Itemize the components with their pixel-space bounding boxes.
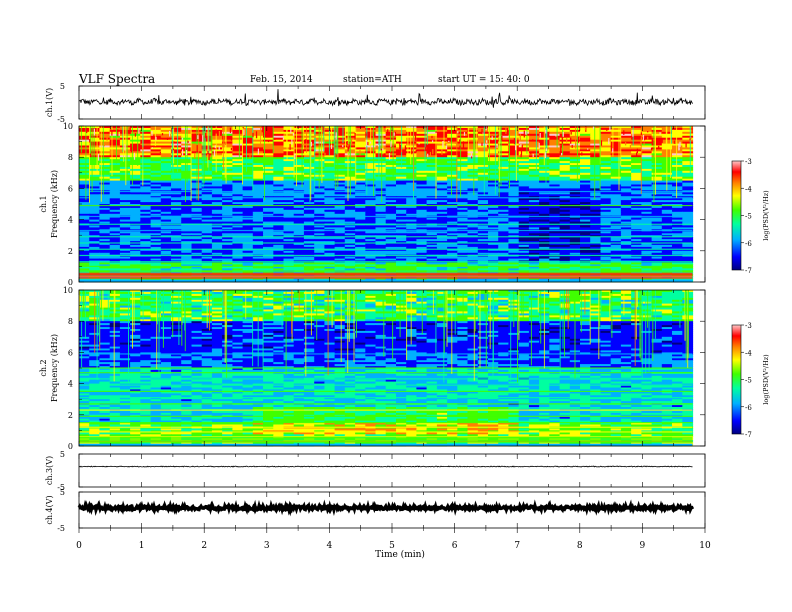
ch1-spectrogram-ytick: 0 <box>68 278 73 287</box>
time-tick-label: 9 <box>640 541 646 551</box>
ch1-spectrogram-colorbar-tick: -3 <box>745 158 752 166</box>
ch2-spectrogram-colorbar-tick: -7 <box>745 431 752 439</box>
ch4-waveform-trace <box>77 499 695 517</box>
ch1-waveform-ylabel: ch.1(V) <box>45 88 54 117</box>
ch1-spectrogram-ytick: 4 <box>68 216 73 225</box>
ch2-spectrogram-ytick: 2 <box>68 411 73 420</box>
ch2-spectrogram-ylabel: Frequency (kHz) <box>50 334 59 402</box>
ch4-waveform: 5 -5ch.4(V) <box>45 488 706 533</box>
ch3-waveform-ytick: 5 <box>60 450 65 459</box>
time-tick-label: 4 <box>327 541 333 551</box>
ch3-waveform: 5 -5ch.3(V) <box>45 450 706 492</box>
station-label: station=ATH <box>343 75 402 85</box>
time-tick-label: 7 <box>514 541 520 551</box>
ch1-spectrogram-colorbar-label: log(PSD(V²/Hz) <box>762 190 770 241</box>
ch1-spectrogram-ytick: 8 <box>68 153 73 162</box>
ch1-spectrogram-ytick: 6 <box>68 184 73 193</box>
ch1-spectrogram-ytick: 10 <box>63 122 73 131</box>
time-tick-label: 2 <box>201 541 207 551</box>
ch2-spectrogram-colorbar-scale <box>731 324 742 435</box>
ch1-waveform: 5 -5ch.1(V) <box>45 82 706 124</box>
time-tick-label: 10 <box>699 541 711 551</box>
ch2-spectrogram-ytick: 8 <box>68 317 73 326</box>
time-axis-label: Time (min) <box>375 549 425 560</box>
ch2-spectrogram-ytick: 4 <box>68 380 73 389</box>
time-tick-label: 5 <box>389 541 395 551</box>
ch1-spectrogram-colorbar: -3 -4 -5 -6 -7 log(PSD(V²/Hz) <box>731 158 770 275</box>
ch4-waveform-ytick: 5 <box>60 488 65 497</box>
figure-title: VLF Spectra <box>78 72 155 86</box>
ch1-spectrogram-colorbar-tick: -5 <box>745 213 752 221</box>
ch3-waveform-trace <box>78 465 693 468</box>
ch2-spectrogram-ytick: 0 <box>68 442 73 451</box>
time-tick-label: 8 <box>577 541 583 551</box>
ch2-spectrogram-colorbar-tick: -6 <box>745 404 752 412</box>
ch1-waveform-ytick: -5 <box>57 115 65 124</box>
start-ut-label: start UT = 15: 40: 0 <box>438 75 530 85</box>
time-tick-label: 3 <box>264 541 270 551</box>
ch2-spectrogram-channel-label: ch.2 <box>39 359 48 376</box>
ch2-spectrogram-ytick: 6 <box>68 348 73 357</box>
ch2-spectrogram-colorbar-label: log(PSD(V²/Hz) <box>762 354 770 405</box>
ch1-spectrogram-colorbar-tick: -6 <box>745 240 752 248</box>
ch2-spectrogram: 0 2 4 6 8 10 ch.2 Frequency (kHz) -3 -4 -5 -6 -7 log(… <box>39 286 770 451</box>
ch2-spectrogram-colorbar-tick: -3 <box>745 322 752 330</box>
time-tick-label: 0 <box>76 541 82 551</box>
ch4-waveform-ytick: -5 <box>57 524 65 533</box>
ch1-spectrogram-colorbar-tick: -4 <box>745 185 752 193</box>
ch2-spectrogram-ytick: 10 <box>63 286 73 295</box>
time-tick-label: 1 <box>139 541 145 551</box>
ch1-spectrogram-ylabel: Frequency (kHz) <box>50 170 59 238</box>
time-tick-label: 6 <box>452 541 458 551</box>
ch1-spectrogram-channel-label: ch.1 <box>39 195 48 212</box>
ch3-waveform-ylabel: ch.3(V) <box>45 456 54 485</box>
ch2-spectrogram-colorbar-tick: -4 <box>745 349 752 357</box>
ch1-spectrogram: 0 2 4 6 8 10 ch.1 Frequency (kHz) -3 -4 -5 -6 -7 log(… <box>39 122 770 287</box>
ch1-spectrogram-ytick: 2 <box>68 247 73 256</box>
date-label: Feb. 15, 2014 <box>250 75 313 85</box>
ch1-waveform-trace <box>78 89 693 108</box>
ch1-spectrogram-colorbar-scale <box>731 160 742 271</box>
ch1-waveform-ytick: 5 <box>60 82 65 91</box>
ch4-waveform-ylabel: ch.4(V) <box>45 495 54 524</box>
ch3-waveform-ytick: -5 <box>57 483 65 492</box>
time-axis: 0 1 2 3 4 5 6 7 8 9 10 <box>76 528 711 551</box>
ch2-spectrogram-colorbar-tick: -5 <box>745 377 752 385</box>
ch1-spectrogram-colorbar-tick: -7 <box>745 267 752 275</box>
ch2-spectrogram-colorbar: -3 -4 -5 -6 -7 log(PSD(V²/Hz) <box>731 322 770 439</box>
